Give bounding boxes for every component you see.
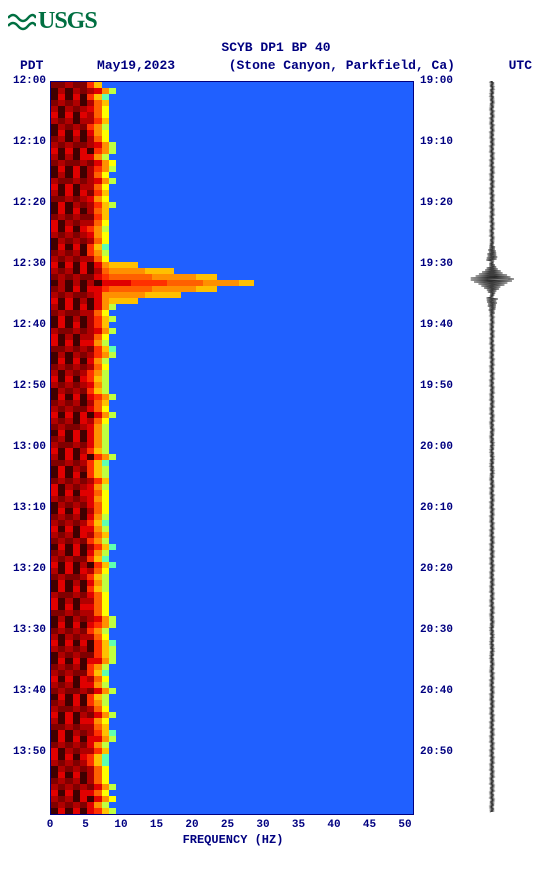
time-tick: 12:00 [13,75,46,87]
time-tick: 13:30 [13,624,46,636]
date-label: May19,2023 [97,57,175,75]
time-tick: 19:20 [420,197,453,209]
time-tick: 20:10 [420,502,453,514]
time-tick: 20:20 [420,563,453,575]
utc-axis: 19:0019:1019:2019:3019:4019:5020:0020:10… [416,81,458,813]
location-label: (Stone Canyon, Parkfield, Ca) [229,57,455,75]
usgs-logo: USGS [8,8,544,35]
freq-tick: 30 [256,819,270,831]
time-tick: 19:10 [420,136,453,148]
time-tick: 13:40 [13,685,46,697]
time-tick: 20:40 [420,685,453,697]
time-tick: 12:20 [13,197,46,209]
time-tick: 12:50 [13,380,46,392]
time-tick: 19:40 [420,319,453,331]
left-tz-label: PDT [20,57,43,75]
freq-tick: 5 [79,819,93,831]
time-tick: 20:00 [420,441,453,453]
time-tick: 13:10 [13,502,46,514]
right-tz-label: UTC [509,57,532,75]
time-tick: 19:30 [420,258,453,270]
wave-icon [8,12,36,32]
frequency-axis-label: FREQUENCY (HZ) [50,833,416,847]
waveform-trace [470,81,514,813]
time-tick: 19:50 [420,380,453,392]
time-tick: 19:00 [420,75,453,87]
time-tick: 12:10 [13,136,46,148]
chart-title: SCYB DP1 BP 40 [8,39,544,57]
freq-tick: 40 [327,819,341,831]
time-tick: 13:20 [13,563,46,575]
freq-tick: 35 [292,819,306,831]
time-tick: 13:00 [13,441,46,453]
freq-tick: 25 [221,819,235,831]
frequency-axis: 05101520253035404550 [50,819,412,831]
waveform-column [458,81,518,847]
freq-tick: 45 [363,819,377,831]
spectrogram-plot [50,81,414,815]
time-tick: 12:40 [13,319,46,331]
time-tick: 13:50 [13,746,46,758]
freq-tick: 15 [150,819,164,831]
logo-text: USGS [38,8,97,35]
freq-tick: 10 [114,819,128,831]
freq-tick: 20 [185,819,199,831]
time-tick: 20:50 [420,746,453,758]
freq-tick: 0 [43,819,57,831]
freq-tick: 50 [398,819,412,831]
pdt-axis: 12:0012:1012:2012:3012:4012:5013:0013:10… [8,81,50,813]
time-tick: 20:30 [420,624,453,636]
time-tick: 12:30 [13,258,46,270]
